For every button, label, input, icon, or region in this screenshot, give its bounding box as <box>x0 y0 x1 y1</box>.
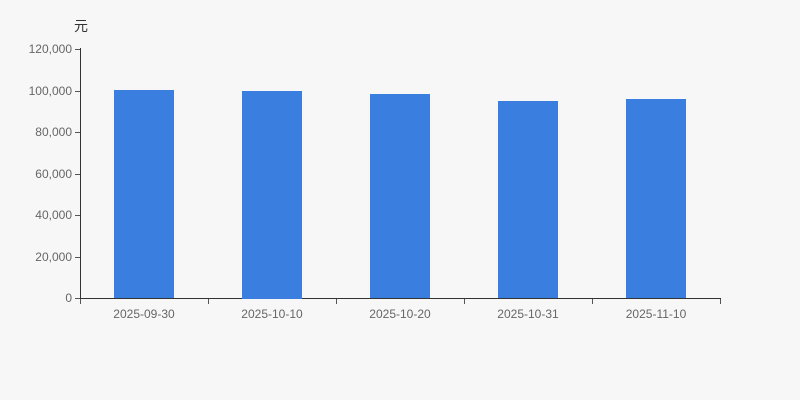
y-tick-mark <box>75 91 80 92</box>
x-tick-label: 2025-09-30 <box>113 307 175 321</box>
bar[interactable] <box>626 99 686 298</box>
y-axis-line <box>80 48 81 299</box>
bar[interactable] <box>114 90 174 298</box>
x-tick-label: 2025-10-20 <box>369 307 431 321</box>
x-tick-mark <box>464 299 465 304</box>
y-tick-label: 100,000 <box>28 84 72 98</box>
y-tick-label: 0 <box>65 291 72 305</box>
y-tick-label: 120,000 <box>28 42 72 56</box>
bar[interactable] <box>370 94 430 298</box>
y-tick-mark <box>75 298 80 299</box>
x-tick-mark <box>592 299 593 304</box>
y-tick-label: 20,000 <box>35 250 72 264</box>
bar[interactable] <box>242 91 302 299</box>
x-tick-mark <box>720 299 721 304</box>
bar[interactable] <box>498 101 558 298</box>
x-tick-label: 2025-11-10 <box>625 307 687 321</box>
x-axis-line <box>80 298 721 299</box>
x-tick-label: 2025-10-10 <box>241 307 303 321</box>
y-tick-label: 80,000 <box>35 125 72 139</box>
y-tick-mark <box>75 49 80 50</box>
y-tick-label: 60,000 <box>35 167 72 181</box>
x-tick-label: 2025-10-31 <box>497 307 559 321</box>
y-tick-mark <box>75 174 80 175</box>
y-tick-mark <box>75 257 80 258</box>
x-tick-mark <box>80 299 81 304</box>
y-tick-mark <box>75 215 80 216</box>
x-tick-mark <box>336 299 337 304</box>
y-tick-mark <box>75 132 80 133</box>
y-tick-label: 40,000 <box>35 208 72 222</box>
y-axis-unit-label: 元 <box>74 18 88 34</box>
x-tick-mark <box>208 299 209 304</box>
